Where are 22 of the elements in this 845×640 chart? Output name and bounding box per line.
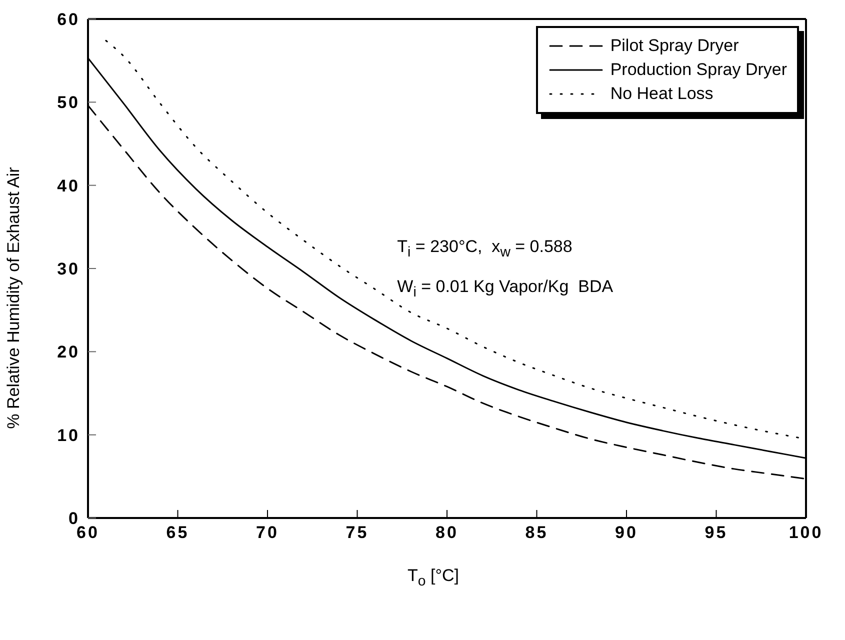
y-tick-label: 50: [57, 93, 80, 112]
y-tick-label: 30: [57, 260, 80, 279]
legend-label: Production Spray Dryer: [610, 59, 787, 81]
x-tick-label: 80: [436, 523, 458, 542]
annotation: T$_{i}$ = 230°C, x$_{w}$ = 0.588: [397, 236, 572, 260]
x-tick-label: 90: [615, 523, 638, 542]
legend-label: No Heat Loss: [610, 83, 714, 105]
x-tick-label: 100: [788, 523, 824, 542]
x-tick-label: 75: [346, 523, 369, 542]
y-tick-label: 20: [57, 342, 80, 362]
annotation: W$_{i}$ = 0.01 Kg Vapor/Kg BDA: [397, 276, 614, 300]
x-tick-label: 60: [76, 523, 100, 542]
y-tick-label: 40: [57, 176, 80, 196]
x-tick-label: 85: [525, 523, 548, 542]
x-tick-label: 70: [256, 523, 279, 542]
y-tick-label: 10: [57, 426, 80, 445]
y-tick-label: 60: [57, 10, 80, 30]
x-tick-label: 65: [166, 523, 190, 542]
y-axis-title: % Relative Humidity of Exhaust Air: [4, 167, 24, 429]
x-tick-label: 95: [704, 523, 728, 542]
x-axis-title: T$_{o}$ [°C]: [408, 566, 460, 590]
legend-label: Pilot Spray Dryer: [610, 35, 739, 57]
